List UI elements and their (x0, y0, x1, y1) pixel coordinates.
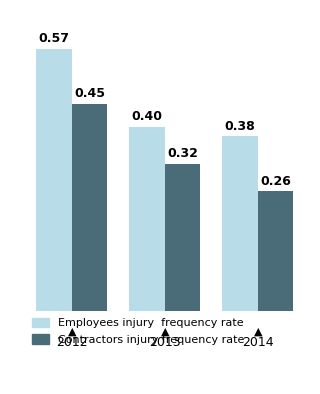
Text: ▲: ▲ (161, 327, 169, 337)
Bar (258, 191, 293, 311)
Text: 0.40: 0.40 (132, 110, 163, 123)
Text: 0.38: 0.38 (225, 119, 255, 132)
Bar (72, 104, 107, 311)
Text: 0.45: 0.45 (74, 87, 105, 100)
Bar (36, 49, 72, 311)
Bar (165, 164, 200, 311)
Legend: Employees injury  frequency rate, Contractors injury frequency rate: Employees injury frequency rate, Contrac… (28, 313, 248, 349)
Text: ▲: ▲ (68, 327, 76, 337)
Text: 0.57: 0.57 (39, 32, 70, 45)
Bar (130, 127, 165, 311)
Text: 0.32: 0.32 (167, 147, 198, 160)
Text: ▲: ▲ (253, 327, 262, 337)
Bar (222, 136, 258, 311)
Text: 0.26: 0.26 (260, 175, 291, 188)
